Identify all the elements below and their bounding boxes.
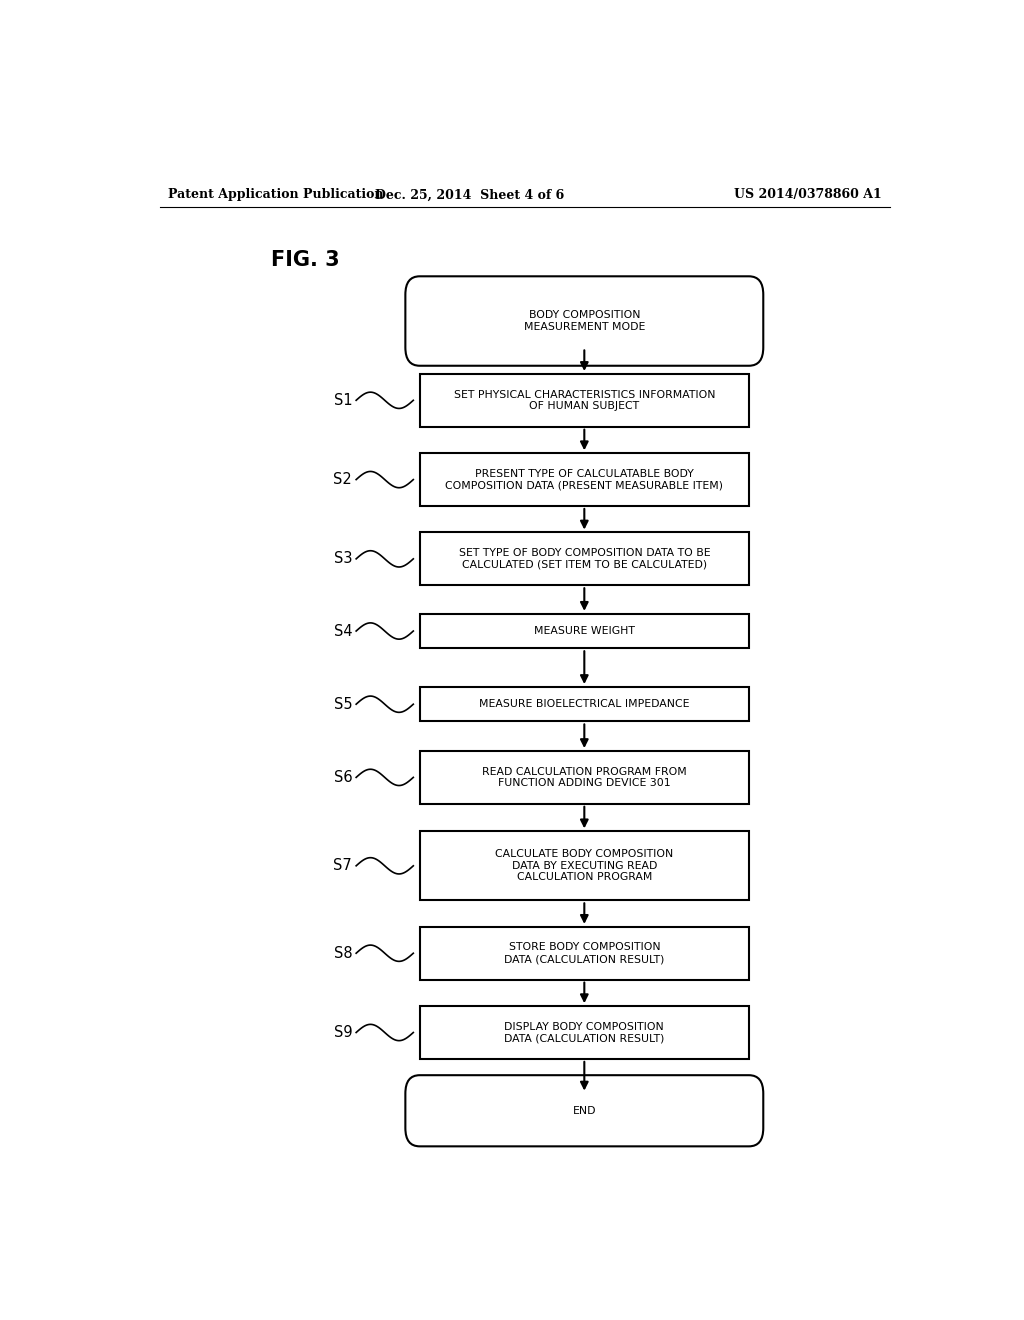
Text: FIG. 3: FIG. 3 <box>270 249 340 271</box>
Text: END: END <box>572 1106 596 1115</box>
Text: MEASURE WEIGHT: MEASURE WEIGHT <box>534 626 635 636</box>
Bar <box>420 927 749 979</box>
Text: S5: S5 <box>334 697 352 711</box>
Text: S2: S2 <box>334 473 352 487</box>
Text: BODY COMPOSITION
MEASUREMENT MODE: BODY COMPOSITION MEASUREMENT MODE <box>523 310 645 331</box>
Text: S6: S6 <box>334 770 352 785</box>
Text: PRESENT TYPE OF CALCULATABLE BODY
COMPOSITION DATA (PRESENT MEASURABLE ITEM): PRESENT TYPE OF CALCULATABLE BODY COMPOS… <box>445 469 723 491</box>
Text: US 2014/0378860 A1: US 2014/0378860 A1 <box>734 189 882 202</box>
Text: CALCULATE BODY COMPOSITION
DATA BY EXECUTING READ
CALCULATION PROGRAM: CALCULATE BODY COMPOSITION DATA BY EXECU… <box>496 849 674 882</box>
Text: SET TYPE OF BODY COMPOSITION DATA TO BE
CALCULATED (SET ITEM TO BE CALCULATED): SET TYPE OF BODY COMPOSITION DATA TO BE … <box>459 548 710 570</box>
Bar <box>420 453 749 506</box>
Text: Dec. 25, 2014  Sheet 4 of 6: Dec. 25, 2014 Sheet 4 of 6 <box>375 189 564 202</box>
Text: SET PHYSICAL CHARACTERISTICS INFORMATION
OF HUMAN SUBJECT: SET PHYSICAL CHARACTERISTICS INFORMATION… <box>454 389 715 411</box>
Text: S1: S1 <box>334 393 352 408</box>
Text: S9: S9 <box>334 1026 352 1040</box>
Text: Patent Application Publication: Patent Application Publication <box>168 189 383 202</box>
Text: S4: S4 <box>334 623 352 639</box>
FancyBboxPatch shape <box>406 1076 763 1146</box>
Bar <box>420 686 749 722</box>
FancyBboxPatch shape <box>406 276 763 366</box>
Bar <box>420 832 749 900</box>
Text: DISPLAY BODY COMPOSITION
DATA (CALCULATION RESULT): DISPLAY BODY COMPOSITION DATA (CALCULATI… <box>504 1022 665 1043</box>
Bar <box>420 374 749 426</box>
Text: READ CALCULATION PROGRAM FROM
FUNCTION ADDING DEVICE 301: READ CALCULATION PROGRAM FROM FUNCTION A… <box>482 767 687 788</box>
Text: S8: S8 <box>334 945 352 961</box>
Bar <box>420 751 749 804</box>
Text: MEASURE BIOELECTRICAL IMPEDANCE: MEASURE BIOELECTRICAL IMPEDANCE <box>479 700 689 709</box>
Bar <box>420 1006 749 1059</box>
Text: S7: S7 <box>334 858 352 874</box>
Bar <box>420 532 749 585</box>
Bar <box>420 614 749 648</box>
Text: STORE BODY COMPOSITION
DATA (CALCULATION RESULT): STORE BODY COMPOSITION DATA (CALCULATION… <box>504 942 665 964</box>
Text: S3: S3 <box>334 552 352 566</box>
